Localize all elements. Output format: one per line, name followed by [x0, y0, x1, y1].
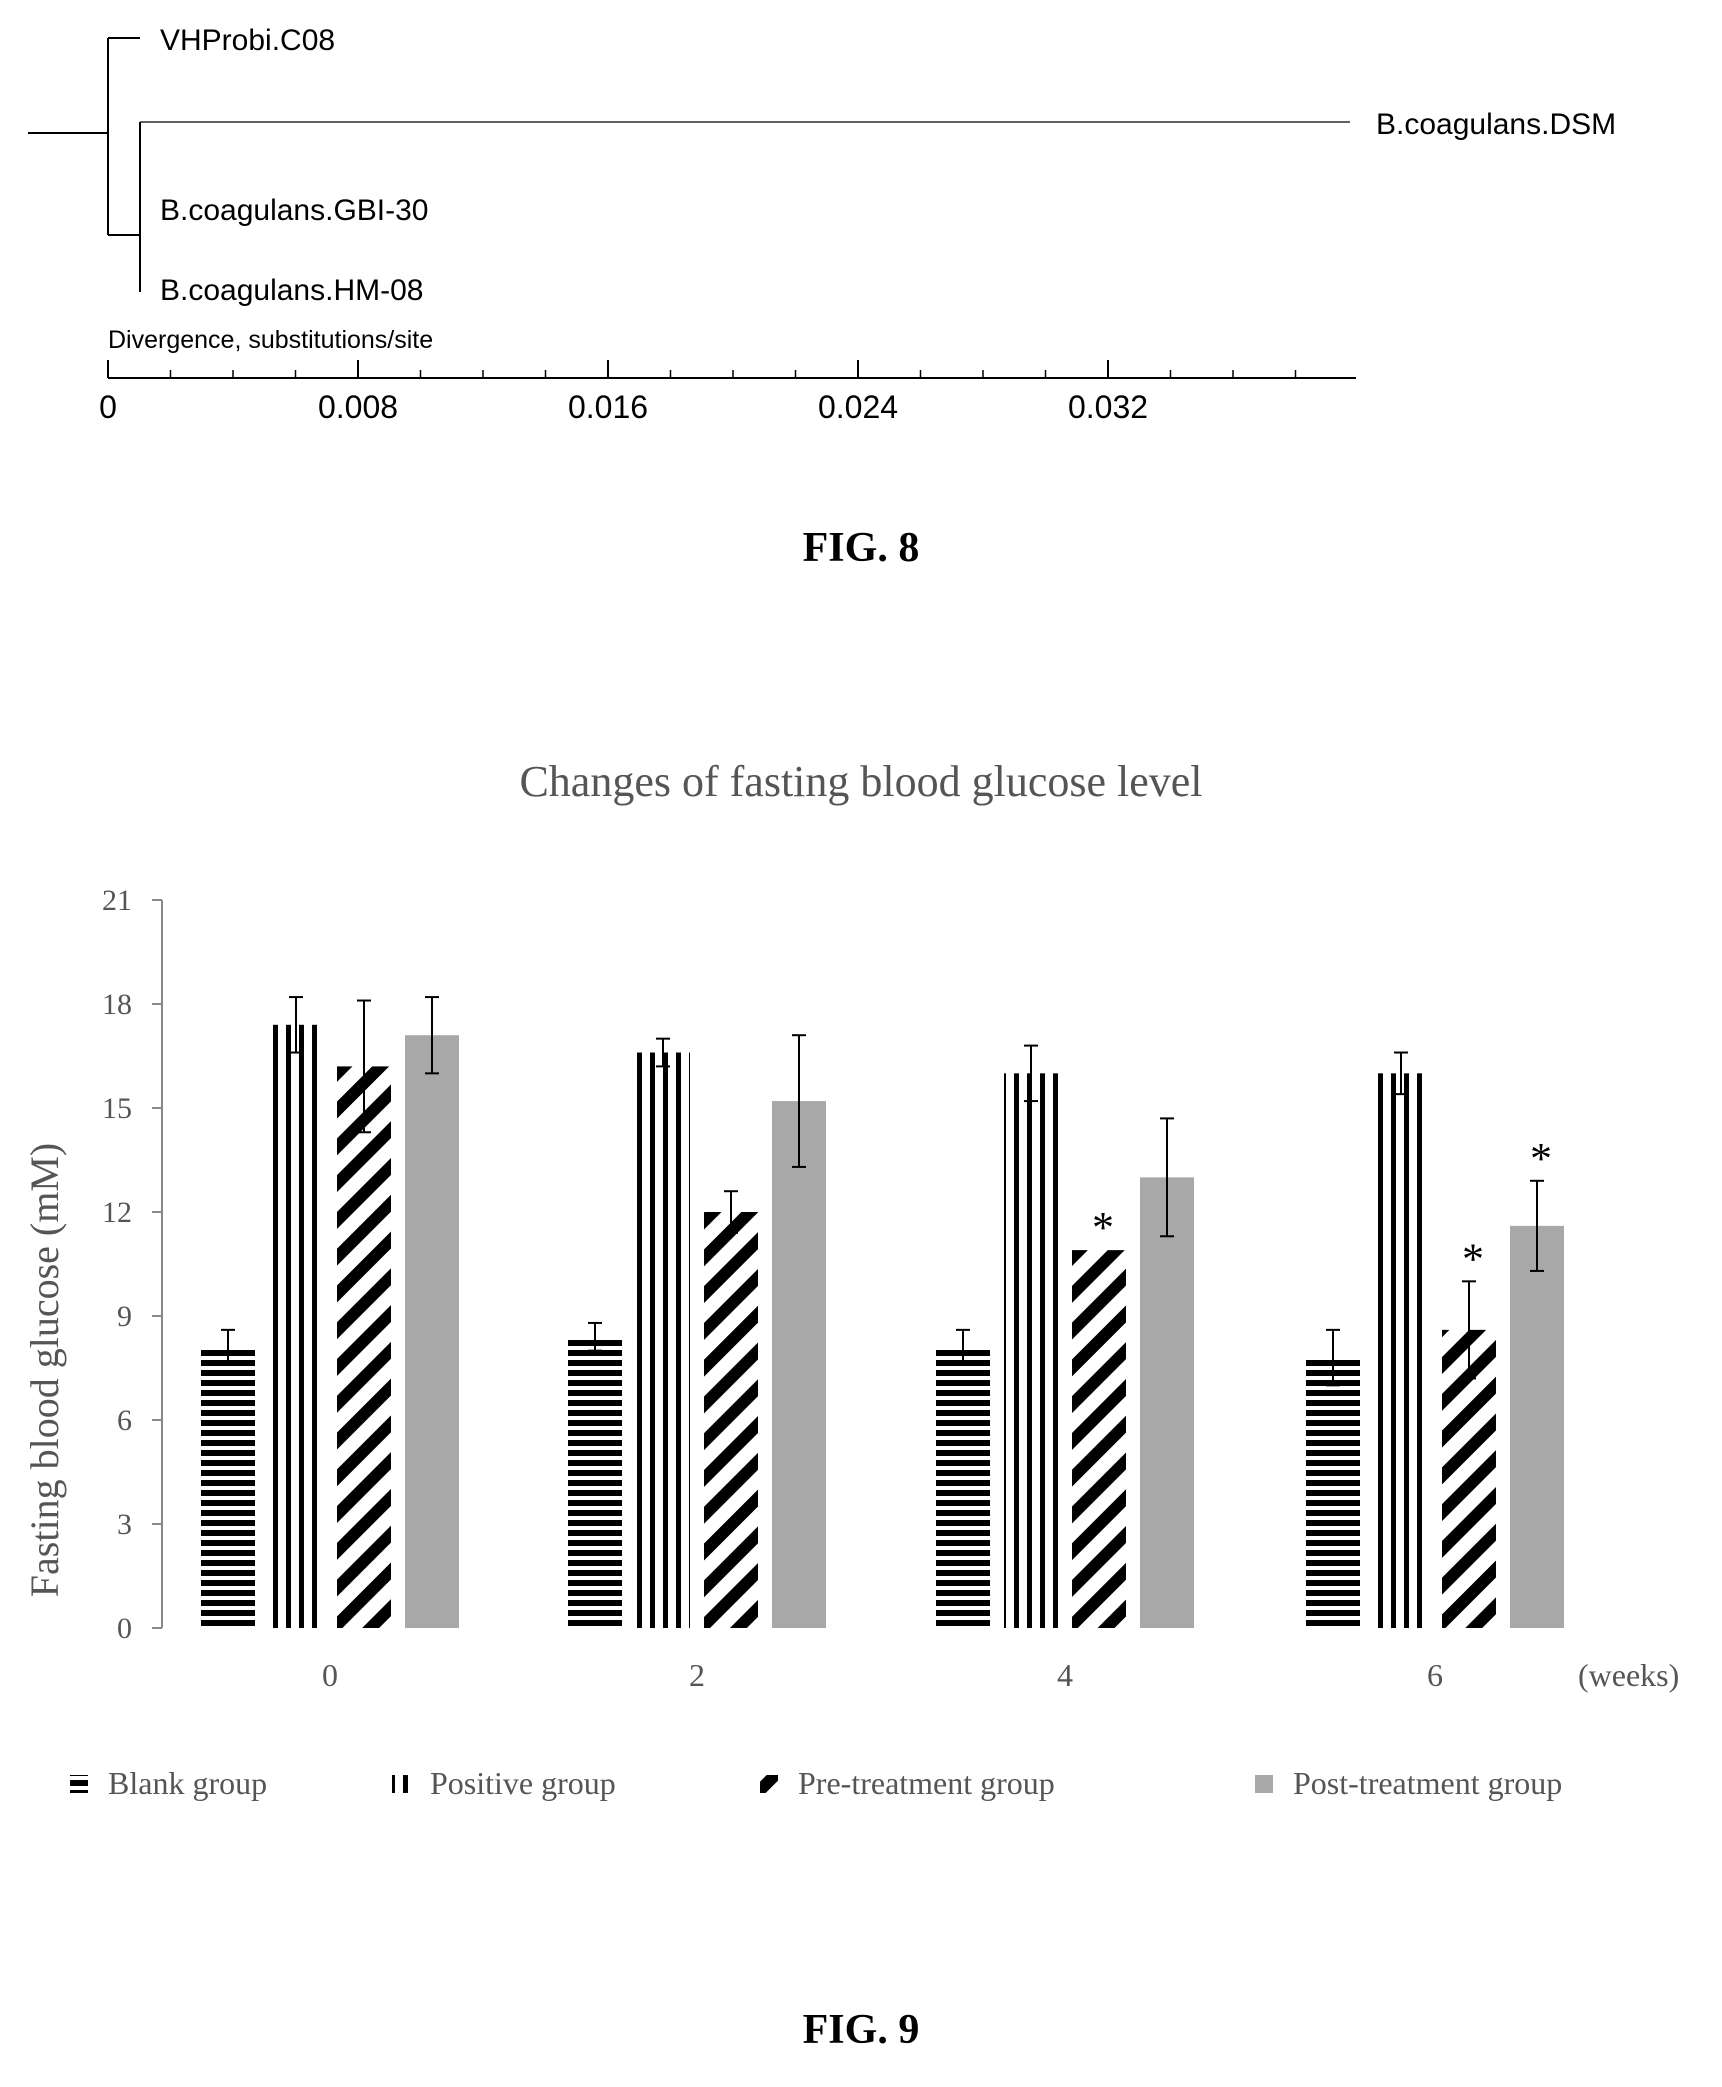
- bar-horizontal-6: [1306, 1357, 1360, 1628]
- y-tick-label: 0: [117, 1612, 132, 1645]
- significance-marker: *: [1530, 1134, 1552, 1183]
- bar-gray-6: [1510, 1225, 1564, 1628]
- bar-diagonal-6: [1442, 1329, 1496, 1628]
- bar-horizontal-4: [936, 1347, 990, 1628]
- phylogenetic-tree: VHProbi.C08 B.coagulans.DSM B.coagulans.…: [28, 24, 1616, 425]
- tree-tick-label: 0.008: [318, 389, 398, 425]
- bar-marks: * * *: [201, 996, 1564, 1628]
- tree-axis-ticks: 0 0.008 0.016 0.024 0.032: [99, 360, 1297, 425]
- legend-swatch-horizontal: [70, 1775, 88, 1793]
- tree-tick-label: 0.032: [1068, 389, 1148, 425]
- tree-tick-label: 0.016: [568, 389, 648, 425]
- legend-label: Blank group: [108, 1765, 267, 1801]
- tree-tick-label: 0: [99, 389, 117, 425]
- legend-label: Pre-treatment group: [798, 1765, 1055, 1801]
- x-axis-unit: (weeks): [1578, 1657, 1679, 1693]
- y-axis-title: Fasting blood glucose (mM): [22, 1143, 67, 1597]
- y-tick-label: 6: [117, 1404, 132, 1437]
- bar-gray-0: [405, 1035, 459, 1628]
- y-tick-label: 15: [102, 1092, 132, 1125]
- leaf-label-hm08: B.coagulans.HM-08: [160, 274, 423, 307]
- x-tick-label: 0: [322, 1657, 338, 1693]
- x-tick-label: 4: [1057, 1657, 1073, 1693]
- y-tick-label: 9: [117, 1300, 132, 1333]
- significance-marker: *: [1462, 1234, 1484, 1283]
- y-tick-label: 21: [102, 884, 132, 917]
- tree-axis-label: Divergence, substitutions/site: [108, 326, 433, 354]
- leaf-label-gbi30: B.coagulans.GBI-30: [160, 194, 429, 227]
- legend-label: Positive group: [430, 1765, 616, 1801]
- y-tick-label: 3: [117, 1508, 132, 1541]
- chart-title: Changes of fasting blood glucose level: [519, 757, 1202, 806]
- bar-gray-4: [1140, 1177, 1194, 1628]
- bar-gray-2: [772, 1101, 826, 1628]
- significance-marker: *: [1092, 1203, 1114, 1252]
- bar-vertical-0: [269, 1024, 323, 1628]
- bar-chart: Changes of fasting blood glucose level F…: [22, 757, 1679, 1801]
- fig9-caption: FIG. 9: [802, 2007, 920, 2053]
- fig8-caption: FIG. 8: [802, 525, 920, 571]
- tree-tick-label: 0.024: [818, 389, 898, 425]
- leaf-label-vhprobi: VHProbi.C08: [160, 24, 335, 57]
- bar-diagonal-0: [337, 1066, 391, 1628]
- y-tick-label: 12: [102, 1196, 132, 1229]
- x-tick-label: 2: [689, 1657, 705, 1693]
- bar-horizontal-2: [568, 1336, 622, 1628]
- x-tick-label: 6: [1427, 1657, 1443, 1693]
- bar-diagonal-4: [1072, 1250, 1126, 1628]
- bar-diagonal-2: [704, 1212, 758, 1628]
- x-axis-ticks: 0 2 4 6: [322, 1657, 1443, 1693]
- legend-label: Post-treatment group: [1293, 1765, 1562, 1801]
- y-tick-label: 18: [102, 988, 132, 1021]
- legend-swatch-vertical: [392, 1775, 410, 1793]
- bar-vertical-6: [1374, 1073, 1428, 1628]
- bar-vertical-2: [636, 1052, 690, 1628]
- y-axis-ticks: 0 3 6 9 12 15 18 21: [102, 884, 162, 1645]
- bar-horizontal-0: [201, 1347, 255, 1628]
- legend: Blank group Positive group Pre-treatment g…: [70, 1765, 1562, 1801]
- legend-swatch-gray: [1255, 1775, 1273, 1793]
- legend-swatch-diagonal: [760, 1775, 778, 1793]
- leaf-label-dsm: B.coagulans.DSM: [1376, 108, 1616, 141]
- bar-vertical-4: [1004, 1073, 1058, 1628]
